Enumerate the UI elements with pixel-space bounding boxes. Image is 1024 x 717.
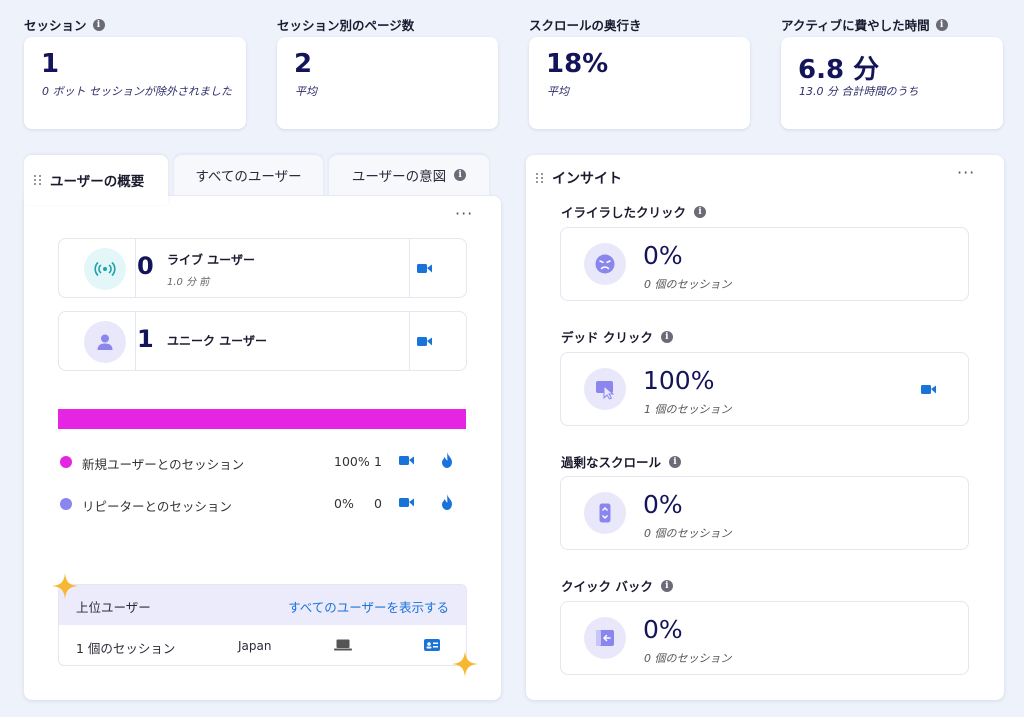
sparkle-icon — [52, 573, 78, 599]
insight-label: 過剰なスクロール i — [561, 452, 682, 471]
user-card-icon[interactable] — [424, 639, 440, 651]
tab-all-users[interactable]: すべてのユーザー — [174, 155, 323, 195]
unique-users-count: 1 — [137, 325, 154, 353]
live-users-time: 1.0 分 前 — [167, 277, 210, 288]
video-camera-icon[interactable] — [921, 384, 937, 395]
live-users-card: 0 ライブ ユーザー 1.0 分 前 — [58, 238, 467, 298]
metric-card: 1 0 ボット セッションが除外されました — [24, 37, 246, 129]
legend-count: 0 — [374, 496, 382, 511]
new-vs-returning-bar — [58, 409, 466, 429]
user-avatar-icon — [84, 321, 126, 363]
insight-value: 0% — [643, 241, 683, 270]
insight-label: クイック バック i — [561, 576, 673, 595]
metric-label: アクティブに費やした時間 — [781, 18, 930, 33]
insight-label: イライラしたクリック i — [561, 202, 707, 221]
info-icon[interactable]: i — [694, 205, 707, 218]
info-icon[interactable]: i — [935, 18, 948, 31]
more-options-icon[interactable]: ··· — [957, 163, 976, 182]
tab-label: ユーザーの概要 — [50, 174, 145, 190]
metric-card: 2 平均 — [277, 37, 498, 129]
legend-dot — [60, 498, 72, 510]
video-camera-icon[interactable] — [417, 336, 433, 347]
info-icon[interactable]: i — [454, 169, 467, 181]
quick-back-icon — [584, 617, 626, 659]
info-icon[interactable]: i — [660, 579, 673, 592]
legend-label: 新規ユーザーとのセッション — [82, 457, 245, 472]
metric-card: 18% 平均 — [529, 37, 750, 129]
insight-value: 100% — [643, 366, 715, 395]
top-users-title: 上位ユーザー — [76, 600, 151, 615]
metric-label: スクロールの奥行き — [529, 18, 642, 33]
legend-percent: 0% — [334, 496, 354, 511]
insight-quick-back-card[interactable]: 0% 0 個のセッション — [560, 601, 969, 675]
insight-sessions: 0 個のセッション — [644, 527, 732, 540]
video-camera-icon[interactable] — [399, 497, 415, 508]
video-camera-icon[interactable] — [417, 263, 433, 274]
tab-label: すべてのユーザー — [195, 169, 302, 185]
legend-returning-users: リピーターとのセッション 0% 0 — [60, 494, 470, 514]
insight-dead-clicks-card[interactable]: 100% 1 個のセッション — [560, 352, 969, 426]
top-users-header: 上位ユーザー すべてのユーザーを表示する — [59, 585, 466, 625]
tab-user-overview[interactable]: ユーザーの概要 — [24, 155, 168, 205]
live-users-count: 0 — [137, 252, 154, 280]
live-users-title: ライブ ユーザー — [167, 253, 255, 267]
metric-subtext: 平均 — [547, 85, 569, 98]
insight-value: 0% — [643, 490, 683, 519]
metric-value: 18% — [546, 49, 609, 79]
laptop-icon — [334, 639, 352, 651]
insights-header: インサイト — [536, 168, 622, 188]
insight-sessions: 0 個のセッション — [644, 652, 732, 665]
row-session-count: 1 個のセッション — [76, 641, 176, 656]
insight-label: デッド クリック i — [561, 327, 673, 346]
top-users-table: 上位ユーザー すべてのユーザーを表示する 1 個のセッション Japan — [58, 584, 467, 666]
legend-percent: 100% — [334, 454, 370, 469]
insights-title: インサイト — [552, 171, 622, 187]
info-icon[interactable]: i — [669, 455, 682, 468]
metric-card: 6.8 分 13.0 分 合計時間のうち — [781, 37, 1003, 129]
insight-excessive-scroll-card[interactable]: 0% 0 個のセッション — [560, 476, 969, 550]
metric-label: セッション — [24, 18, 87, 33]
insight-rage-clicks-card[interactable]: 0% 0 個のセッション — [560, 227, 969, 301]
angry-face-icon — [584, 243, 626, 285]
insight-value: 0% — [643, 615, 683, 644]
drag-handle-icon[interactable] — [536, 173, 544, 183]
row-country: Japan — [238, 639, 272, 653]
metric-subtext: 13.0 分 合計時間のうち — [799, 85, 919, 98]
metric-value: 2 — [294, 49, 313, 79]
heatmap-flame-icon[interactable] — [441, 452, 453, 468]
unique-users-title: ユニーク ユーザー — [167, 334, 267, 348]
info-icon[interactable]: i — [660, 330, 673, 343]
sparkle-icon — [452, 651, 478, 677]
legend-dot — [60, 456, 72, 468]
more-options-icon[interactable]: ··· — [455, 204, 474, 223]
info-icon[interactable]: i — [92, 18, 105, 31]
dead-click-icon — [584, 368, 626, 410]
drag-handle-icon[interactable] — [34, 175, 42, 185]
video-camera-icon[interactable] — [399, 455, 415, 466]
metric-subtext: 0 ボット セッションが除外されました — [42, 85, 232, 98]
legend-label: リピーターとのセッション — [82, 499, 232, 514]
insight-sessions: 0 個のセッション — [644, 278, 732, 291]
unique-users-card: 1 ユニーク ユーザー — [58, 311, 467, 371]
tab-label: ユーザーの意図 — [351, 169, 447, 185]
table-row[interactable]: 1 個のセッション Japan — [59, 625, 466, 665]
tab-user-intent[interactable]: ユーザーの意図 i — [329, 155, 489, 195]
scroll-icon — [584, 492, 626, 534]
view-all-users-link[interactable]: すべてのユーザーを表示する — [288, 600, 449, 615]
metric-value: 1 — [41, 49, 60, 79]
metric-label: セッション別のページ数 — [277, 18, 415, 33]
heatmap-flame-icon[interactable] — [441, 494, 453, 510]
legend-new-users: 新規ユーザーとのセッション 100% 1 — [60, 452, 470, 472]
legend-count: 1 — [374, 454, 382, 469]
new-users-bar-segment — [58, 409, 466, 429]
metric-value: 6.8 分 — [798, 55, 880, 85]
broadcast-icon — [84, 248, 126, 290]
insight-sessions: 1 個のセッション — [644, 403, 732, 416]
metric-subtext: 平均 — [295, 85, 317, 98]
